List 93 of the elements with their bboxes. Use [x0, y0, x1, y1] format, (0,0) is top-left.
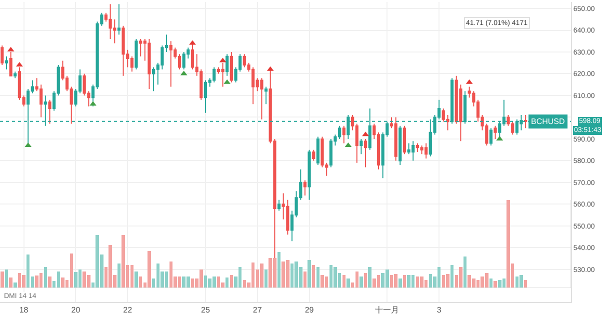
bar [0, 271, 4, 288]
candlestick [122, 25, 125, 76]
candlestick [364, 138, 368, 168]
bar [260, 263, 264, 288]
bar [204, 276, 208, 288]
bar [44, 266, 48, 288]
bar [420, 276, 424, 288]
candlestick [264, 86, 268, 105]
bar [48, 276, 52, 288]
bar [290, 263, 294, 288]
bar [74, 272, 78, 288]
bar [394, 274, 398, 288]
candlestick [230, 52, 233, 83]
candlestick [221, 62, 224, 88]
candlestick [420, 144, 424, 155]
bar [130, 265, 134, 288]
candlestick [204, 80, 208, 114]
bar [35, 276, 38, 288]
candlestick [303, 180, 307, 196]
bar [61, 277, 64, 288]
bar [117, 263, 121, 288]
bar [520, 274, 523, 288]
x-tick-label: 18 [19, 306, 29, 315]
bar [148, 251, 151, 288]
candlestick [4, 56, 8, 70]
bar [18, 273, 22, 288]
candlestick [152, 66, 156, 92]
bar [506, 200, 510, 288]
candlestick [134, 38, 138, 70]
x-tick-label: 22 [123, 306, 133, 315]
bar [134, 271, 138, 288]
x-tick-label: 27 [252, 306, 262, 315]
bar [22, 274, 26, 288]
candlestick [48, 99, 52, 124]
x-tick-label: 25 [201, 306, 210, 315]
bar [277, 252, 281, 288]
candlestick [277, 199, 281, 212]
bar [498, 280, 502, 288]
bar [446, 274, 450, 288]
bar [320, 274, 324, 288]
candlestick [402, 125, 406, 155]
bar [264, 270, 268, 288]
candlestick [182, 52, 186, 70]
ref-line-label: BCHUSD [531, 117, 566, 126]
candlestick [0, 44, 4, 66]
candlestick [342, 125, 346, 144]
x-tick-label: 29 [304, 306, 314, 315]
bar [360, 276, 363, 288]
bar [459, 266, 462, 288]
bar [407, 274, 410, 288]
bar [156, 263, 160, 288]
bar [398, 278, 402, 288]
candlestick [489, 128, 493, 146]
bar [334, 266, 337, 288]
candlestick [308, 149, 311, 200]
bar [368, 266, 372, 288]
candlestick [494, 125, 497, 140]
candlestick [360, 138, 363, 155]
candlestick [312, 149, 316, 162]
x-tick-label: 3 [436, 306, 442, 315]
candlestick [226, 54, 229, 76]
bar [450, 265, 454, 288]
candlestick [117, 4, 121, 36]
candlestick [398, 125, 402, 166]
bar [122, 235, 125, 288]
bar [346, 278, 350, 288]
candlestick [148, 38, 151, 90]
candlestick [108, 4, 112, 40]
bar [14, 282, 17, 288]
bar [70, 254, 73, 288]
candlestick [524, 114, 528, 129]
bar [463, 256, 467, 288]
bar [238, 266, 242, 288]
bar [494, 280, 497, 288]
candlestick [260, 78, 264, 120]
bar [372, 278, 376, 288]
candlestick [139, 38, 142, 57]
bar [364, 273, 368, 288]
bar [4, 270, 8, 288]
candlestick [316, 136, 320, 166]
bar [329, 265, 333, 288]
bar [9, 277, 12, 288]
x-tick-label: 十一月 [375, 306, 400, 315]
bar [26, 254, 30, 288]
candlestick [9, 52, 12, 76]
bar [312, 265, 316, 288]
bar [78, 270, 82, 288]
candlestick [14, 71, 17, 79]
bar [39, 273, 43, 288]
x-tick-label: 20 [71, 306, 81, 315]
candlestick [394, 116, 398, 162]
bar [251, 262, 255, 288]
bar [308, 260, 311, 288]
